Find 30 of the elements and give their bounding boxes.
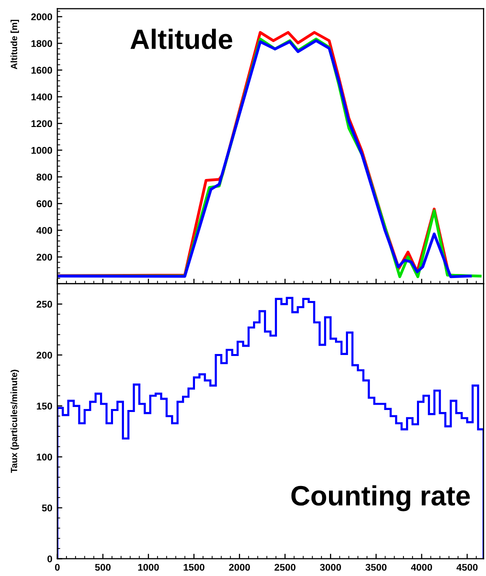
y-tick-label: 50 [42, 504, 52, 512]
x-tick-label: 2000 [229, 564, 250, 571]
y-tick-label: 1000 [31, 146, 52, 154]
y-tick-label: 0 [47, 555, 52, 562]
x-tick-label: 1500 [184, 564, 204, 571]
x-tick-label: 3500 [366, 564, 387, 571]
y-tick-label: 1400 [31, 93, 52, 100]
y-tick-label: 100 [36, 454, 52, 460]
x-tick-label: 0 [55, 564, 60, 571]
y-tick-label: 200 [36, 254, 52, 261]
x-tick-label: 2500 [274, 564, 296, 571]
y-tick-label: 250 [36, 300, 52, 308]
y-tick-label: 800 [36, 174, 52, 180]
text: Counting rate [291, 485, 470, 512]
y-tick-label: 400 [36, 227, 52, 234]
y-tick-label: 200 [36, 352, 52, 359]
y-tick-label: 1800 [31, 40, 52, 47]
x-tick-label: 3000 [320, 564, 341, 571]
y-tick-label: 2000 [31, 13, 52, 20]
y-tick-label: 1200 [31, 120, 52, 128]
x-tick-label: 4500 [456, 564, 478, 571]
y-tick-label: 1600 [31, 66, 52, 74]
x-tick-label: 1000 [138, 564, 159, 571]
y-axis-title: Taux (particules/minute) [10, 370, 19, 473]
y-axis-title: Altitude [m] [10, 20, 19, 70]
y-tick-label: 150 [36, 402, 52, 410]
x-tick-label: 4000 [410, 564, 432, 571]
x-tick-label: 500 [95, 564, 111, 571]
text: Altitude [130, 28, 232, 50]
y-tick-label: 600 [36, 200, 52, 208]
